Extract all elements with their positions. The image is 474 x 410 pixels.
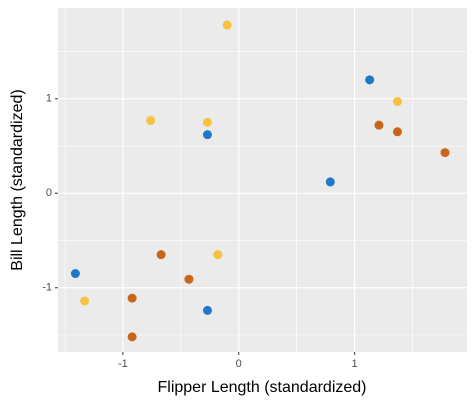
x-tick-label: 0	[236, 358, 242, 370]
plot-panel	[58, 8, 467, 352]
point	[213, 250, 223, 260]
point	[202, 305, 212, 315]
point	[365, 75, 375, 85]
point	[184, 274, 194, 284]
x-axis-title: Flipper Length (standardized)	[157, 379, 366, 396]
x-tick-label: 1	[352, 358, 358, 370]
point	[222, 20, 232, 30]
point	[392, 97, 402, 107]
y-tick-label: 0	[46, 187, 52, 199]
point	[146, 115, 156, 125]
point	[127, 293, 137, 303]
point	[80, 296, 90, 306]
point	[202, 117, 212, 127]
point	[70, 269, 80, 279]
point	[440, 148, 450, 158]
y-tick-label: 1	[46, 93, 52, 105]
x-tick-label: -1	[118, 358, 128, 370]
y-tick-label: -1	[42, 282, 52, 294]
point	[156, 250, 166, 260]
point	[325, 177, 335, 187]
point	[392, 127, 402, 137]
y-axis-title: Bill Length (standardized)	[9, 89, 26, 270]
point	[202, 130, 212, 140]
point	[127, 332, 137, 342]
point	[374, 120, 384, 130]
